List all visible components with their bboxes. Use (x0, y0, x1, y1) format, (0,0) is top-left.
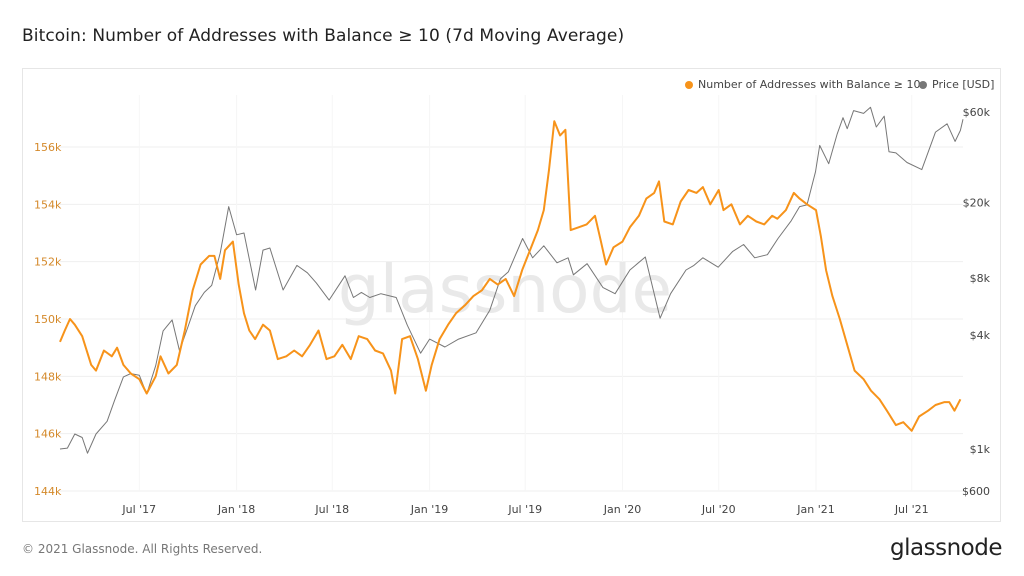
x-tick-label: Jul '20 (701, 503, 736, 516)
x-tick-label: Jul '18 (314, 503, 349, 516)
series-line-addresses (59, 120, 962, 432)
glassnode-logo: glassnode (890, 535, 1002, 561)
y-left-tick-label: 150k (34, 313, 62, 326)
y-left-tick-label: 144k (34, 485, 62, 498)
y-right-tick-label: $60k (963, 106, 991, 119)
x-tick-label: Jan '21 (796, 503, 834, 516)
chart-title: Bitcoin: Number of Addresses with Balanc… (22, 26, 625, 46)
y-left-tick-label: 148k (34, 370, 62, 383)
x-tick-label: Jul '21 (894, 503, 929, 516)
y-right-tick-label: $1k (970, 443, 991, 456)
y-right-tick-label: $8k (970, 272, 991, 285)
watermark: glassnode (338, 251, 672, 328)
x-tick-label: Jan '19 (410, 503, 448, 516)
y-right-tick-label: $20k (963, 196, 991, 209)
legend-label: Number of Addresses with Balance ≥ 10 (698, 78, 921, 91)
legend-item-price[interactable]: Price [USD] (919, 78, 994, 91)
y-left-tick-label: 152k (34, 256, 62, 269)
y-right-tick-label: $4k (970, 329, 991, 342)
x-tick-label: Jul '17 (121, 503, 156, 516)
legend-label: Price [USD] (932, 78, 995, 91)
copyright: © 2021 Glassnode. All Rights Reserved. (22, 542, 263, 556)
y-left-tick-label: 154k (34, 198, 62, 211)
chart-frame (22, 68, 1001, 522)
y-left-tick-label: 156k (34, 141, 62, 154)
x-tick-label: Jul '19 (507, 503, 542, 516)
legend-item-addresses[interactable]: Number of Addresses with Balance ≥ 10 (685, 78, 921, 91)
y-left-tick-label: 146k (34, 428, 62, 441)
legend-dot-icon (919, 80, 927, 89)
x-tick-label: Jan '18 (217, 503, 255, 516)
x-tick-label: Jan '20 (603, 503, 641, 516)
legend-dot-icon (685, 80, 693, 89)
y-right-tick-label: $600 (962, 485, 990, 498)
